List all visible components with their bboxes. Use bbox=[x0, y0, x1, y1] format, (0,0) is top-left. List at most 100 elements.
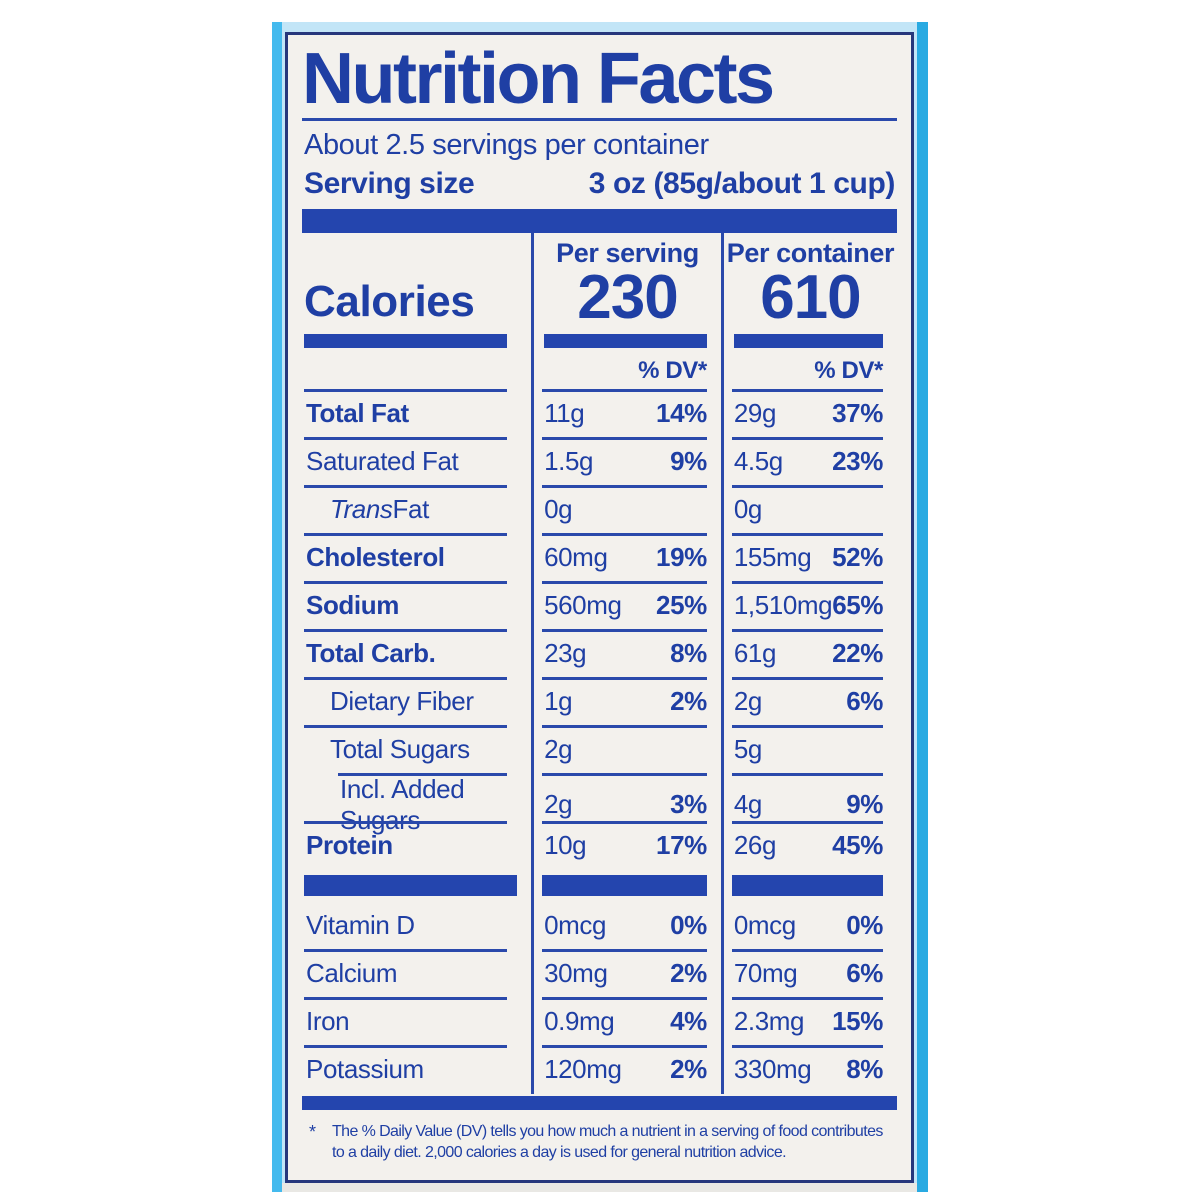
row-total-fat: Total Fat 11g 14% 29g 37% bbox=[302, 388, 897, 438]
container-dv: 45% bbox=[832, 830, 883, 861]
separator-bar-segment bbox=[542, 875, 707, 897]
container-dv: 0% bbox=[846, 910, 883, 941]
nutrient-name: Saturated Fat bbox=[302, 436, 531, 486]
nutrient-name: Calcium bbox=[302, 948, 531, 998]
container-dv: 23% bbox=[832, 446, 883, 477]
serving-dv: 14% bbox=[656, 398, 707, 429]
per-serving-dv-header: % DV* bbox=[638, 356, 707, 384]
row-saturated-fat: Saturated Fat 1.5g 9% 4.5g 23% bbox=[302, 436, 897, 486]
serving-amount: 10g bbox=[544, 830, 587, 861]
calories-label: Calories bbox=[304, 276, 475, 326]
nutrition-facts-label: Nutrition Facts About 2.5 servings per c… bbox=[285, 32, 914, 1183]
per-serving-column-header: Per serving 230 % DV* bbox=[531, 233, 721, 390]
row-trans-fat: Trans Fat 0g 0g bbox=[302, 484, 897, 534]
container-dv: 6% bbox=[846, 686, 883, 717]
serving-amount: 0g bbox=[544, 494, 573, 525]
package-photo-strip: Nutrition Facts About 2.5 servings per c… bbox=[272, 22, 928, 1192]
trans-italic: Trans bbox=[330, 494, 393, 525]
serving-amount: 0mcg bbox=[544, 910, 607, 941]
calories-word-column: Calories bbox=[302, 233, 531, 390]
nutrient-name: Trans Fat bbox=[302, 484, 531, 534]
container-dv: 22% bbox=[832, 638, 883, 669]
footnote-separator-bar bbox=[302, 1095, 897, 1110]
row-total-carb: Total Carb. 23g 8% 61g 22% bbox=[302, 628, 897, 678]
container-dv: 9% bbox=[846, 789, 883, 820]
container-dv: 52% bbox=[832, 542, 883, 573]
serving-dv: 19% bbox=[656, 542, 707, 573]
header-separator-bar bbox=[302, 209, 897, 234]
nutrient-name: Dietary Fiber bbox=[302, 676, 531, 726]
serving-amount: 560mg bbox=[544, 590, 622, 621]
calories-per-container-value: 610 bbox=[760, 262, 861, 332]
serving-size-row: Serving size 3 oz (85g/about 1 cup) bbox=[302, 164, 897, 203]
serving-amount: 60mg bbox=[544, 542, 608, 573]
container-amount: 1,510mg bbox=[733, 590, 833, 621]
separator-bar-segment bbox=[304, 875, 518, 897]
nutrient-name: Potassium bbox=[302, 1044, 531, 1094]
serving-amount: 0.9mg bbox=[544, 1006, 615, 1037]
row-vitamin-d: Vitamin D 0mcg 0% 0mcg 0% bbox=[302, 901, 897, 950]
per-serving-underline-bar bbox=[544, 333, 707, 348]
serving-dv: 2% bbox=[670, 1054, 707, 1085]
serving-dv: 2% bbox=[670, 958, 707, 989]
row-sodium: Sodium 560mg 25% 1,510mg 65% bbox=[302, 580, 897, 630]
package-bottom-band bbox=[282, 1183, 917, 1192]
per-container-underline-bar bbox=[733, 333, 883, 348]
serving-dv: 17% bbox=[656, 830, 707, 861]
calories-section: Calories Per serving 230 % DV* Per conta… bbox=[302, 233, 897, 390]
nutrient-name: Iron bbox=[302, 996, 531, 1046]
serving-dv: 4% bbox=[670, 1006, 707, 1037]
separator-bar-segment bbox=[731, 875, 883, 897]
container-amount: 26g bbox=[733, 830, 777, 861]
row-protein: Protein 10g 17% 26g 45% bbox=[302, 820, 897, 870]
serving-amount: 2g bbox=[544, 789, 573, 820]
nutrient-name: Vitamin D bbox=[306, 910, 415, 941]
serving-dv: 8% bbox=[670, 638, 707, 669]
vitamin-rows: Vitamin D 0mcg 0% 0mcg 0% Calcium 30mg 2% 7… bbox=[302, 901, 897, 1094]
serving-amount: 30mg bbox=[544, 958, 608, 989]
container-amount: 2.3mg bbox=[733, 1006, 805, 1037]
nutrient-name: Cholesterol bbox=[302, 532, 531, 582]
nutrient-name: Incl. Added Sugars bbox=[302, 772, 531, 836]
row-dietary-fiber: Dietary Fiber 1g 2% 2g 6% bbox=[302, 676, 897, 726]
row-added-sugars: Incl. Added Sugars 2g 3% 4g 9% bbox=[302, 772, 897, 836]
serving-size-value: 3 oz (85g/about 1 cup) bbox=[588, 167, 896, 201]
serving-amount: 2g bbox=[544, 734, 573, 765]
container-amount: 29g bbox=[733, 398, 777, 429]
serving-amount: 1.5g bbox=[544, 446, 594, 477]
container-amount: 2g bbox=[733, 686, 763, 717]
nutrient-name: Total Carb. bbox=[302, 628, 531, 678]
container-dv: 37% bbox=[832, 398, 883, 429]
row-total-sugars: Total Sugars 2g 5g bbox=[302, 724, 897, 774]
row-potassium: Potassium 120mg 2% 330mg 8% bbox=[302, 1044, 897, 1094]
serving-dv: 3% bbox=[670, 789, 707, 820]
row-calcium: Calcium 30mg 2% 70mg 6% bbox=[302, 948, 897, 998]
serving-amount: 1g bbox=[544, 686, 573, 717]
label-title: Nutrition Facts bbox=[302, 39, 775, 119]
container-dv: 6% bbox=[846, 958, 883, 989]
per-container-dv-header: % DV* bbox=[814, 356, 883, 384]
nutrient-rows: Total Fat 11g 14% 29g 37% Saturated Fat 1.… bbox=[302, 388, 897, 870]
serving-amount: 23g bbox=[544, 638, 587, 669]
nutrient-name: Total Sugars bbox=[302, 724, 531, 774]
container-amount: 0g bbox=[733, 494, 763, 525]
calories-per-serving-value: 230 bbox=[577, 262, 678, 332]
serving-dv: 2% bbox=[670, 686, 707, 717]
per-container-column-header: Per container 610 % DV* bbox=[720, 233, 897, 390]
row-cholesterol: Cholesterol 60mg 19% 155mg 52% bbox=[302, 532, 897, 582]
container-amount: 70mg bbox=[733, 958, 798, 989]
serving-size-label: Serving size bbox=[304, 167, 475, 201]
container-amount: 61g bbox=[733, 638, 777, 669]
per-container-header: Per container bbox=[726, 238, 895, 269]
servings-per-container: About 2.5 servings per container bbox=[304, 129, 709, 162]
row-iron: Iron 0.9mg 4% 2.3mg 15% bbox=[302, 996, 897, 1046]
footnote-asterisk: * bbox=[309, 1121, 316, 1142]
title-rule bbox=[302, 118, 897, 122]
per-serving-header: Per serving bbox=[556, 238, 699, 269]
container-amount: 5g bbox=[733, 734, 763, 765]
calories-underline-bar bbox=[304, 333, 508, 348]
nutrient-name: Protein bbox=[302, 820, 531, 870]
container-dv: 8% bbox=[846, 1054, 883, 1085]
container-dv: 65% bbox=[832, 590, 884, 621]
